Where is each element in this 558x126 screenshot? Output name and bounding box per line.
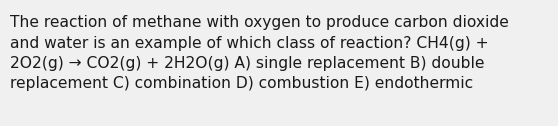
Text: The reaction of methane with oxygen to produce carbon dioxide
and water is an ex: The reaction of methane with oxygen to p…: [10, 15, 509, 91]
